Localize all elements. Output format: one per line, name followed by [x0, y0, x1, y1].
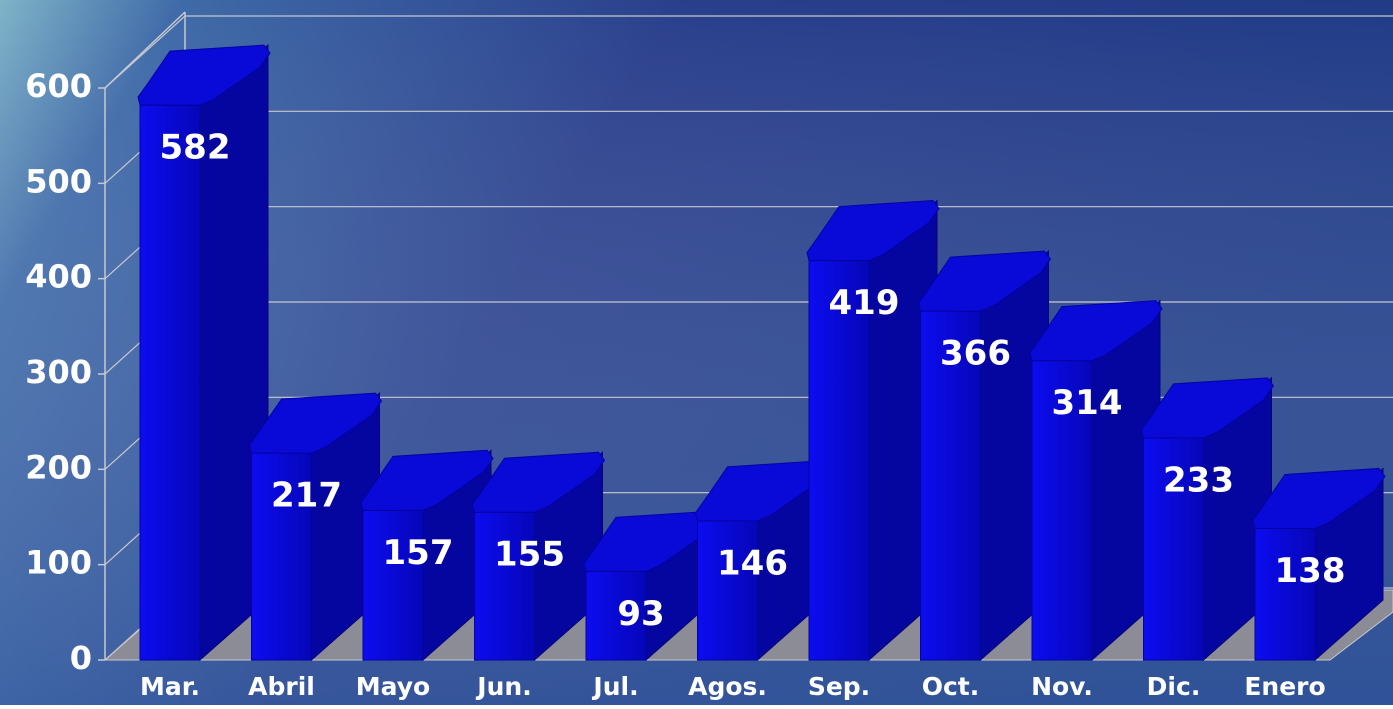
y-tick-label: 500 [25, 162, 92, 200]
y-tick-label: 400 [25, 258, 92, 296]
y-tick-label: 600 [25, 67, 92, 105]
data-label: 155 [494, 535, 565, 575]
x-tick-label: Mayo [356, 672, 430, 701]
y-tick-label: 0 [70, 639, 92, 677]
page: 0 100 200 300 400 500 600 Mar. 582 Abril 217 Mayo 15… [0, 0, 1393, 705]
data-label: 157 [383, 533, 454, 573]
data-label: 314 [1052, 383, 1123, 423]
bar [698, 521, 758, 660]
bar [140, 105, 200, 660]
x-tick-label: Jun. [475, 672, 531, 701]
data-label: 233 [1163, 460, 1234, 500]
y-tick-label: 100 [25, 544, 92, 582]
y-tick-label: 300 [25, 353, 92, 391]
x-tick-label: Mar. [140, 672, 200, 701]
chart: 0 100 200 300 400 500 600 Mar. 582 Abril 217 Mayo 15… [0, 0, 1393, 705]
x-tick-label: Oct. [922, 672, 980, 701]
x-tick-label: Sep. [808, 672, 870, 701]
data-label: 582 [160, 128, 231, 168]
data-label: 146 [717, 543, 788, 583]
x-tick-label: Jul. [591, 672, 638, 701]
x-tick-label: Agos. [688, 672, 767, 701]
bar [1255, 528, 1315, 660]
data-label: 217 [271, 476, 342, 516]
x-tick-label: Enero [1244, 672, 1325, 701]
x-tick-label: Nov. [1031, 672, 1093, 701]
x-tick-label: Abril [248, 672, 315, 701]
data-label: 93 [617, 594, 664, 634]
y-tick-label: 200 [25, 448, 92, 486]
data-label: 366 [940, 334, 1011, 374]
data-label: 138 [1275, 551, 1346, 591]
x-tick-label: Dic. [1147, 672, 1201, 701]
data-label: 419 [829, 283, 900, 323]
